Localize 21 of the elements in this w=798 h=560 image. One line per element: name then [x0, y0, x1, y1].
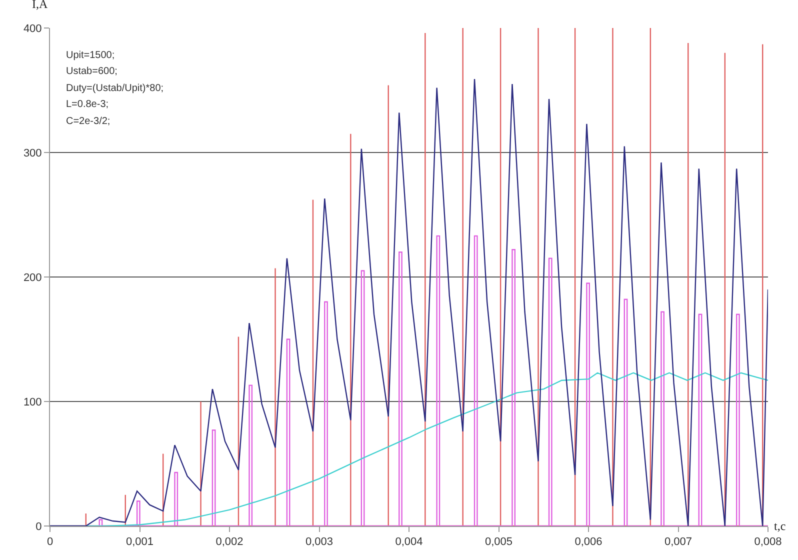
x-axis-title: t,c [774, 519, 786, 533]
annotation: Duty=(Ustab/Upit)*80; [66, 83, 164, 94]
x-tick-label: 0,005 [484, 536, 513, 548]
x-tick-label: 0,004 [395, 536, 423, 548]
y-tick-label: 100 [23, 396, 42, 408]
annotation: Ustab=600; [66, 66, 118, 77]
annotation: C=2e-3/2; [66, 116, 110, 127]
x-tick-label: 0,008 [754, 536, 782, 548]
y-tick-label: 400 [23, 22, 42, 35]
x-tick-label: 0,003 [305, 536, 334, 548]
x-tick-label: 0,007 [664, 536, 692, 548]
y-axis-title: I,A [32, 0, 48, 11]
annotation: Upit=1500; [66, 50, 115, 61]
x-tick-label: 0 [46, 536, 54, 548]
y-tick-label: 200 [23, 272, 42, 284]
y-tick-label: 0 [36, 520, 42, 533]
x-tick-label: 0,001 [126, 536, 154, 548]
y-tick-label: 300 [23, 147, 42, 160]
x-tick-label: 0,002 [216, 536, 244, 548]
x-tick-label: 0,006 [574, 536, 602, 548]
annotation: L=0.8e-3; [66, 99, 109, 110]
